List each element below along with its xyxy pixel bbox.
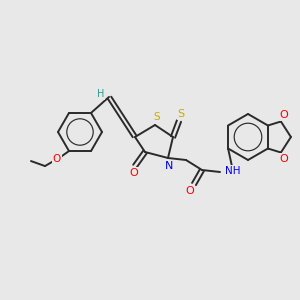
Text: O: O bbox=[280, 154, 288, 164]
Text: O: O bbox=[186, 186, 194, 196]
Text: S: S bbox=[177, 109, 184, 119]
Text: O: O bbox=[280, 110, 288, 121]
Text: H: H bbox=[97, 89, 105, 99]
Text: NH: NH bbox=[225, 166, 241, 176]
Text: O: O bbox=[53, 154, 61, 164]
Text: N: N bbox=[165, 161, 173, 171]
Text: S: S bbox=[154, 112, 160, 122]
Text: O: O bbox=[130, 168, 138, 178]
